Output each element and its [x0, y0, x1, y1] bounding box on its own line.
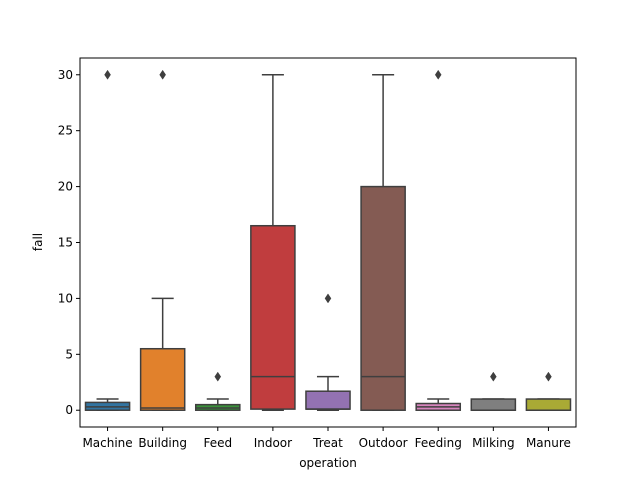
- box-feeding: [415, 69, 462, 411]
- box-iqr: [139, 347, 186, 411]
- box-iqr: [305, 390, 351, 410]
- y-axis-label: fall: [31, 233, 45, 251]
- outlier-point: [545, 371, 552, 382]
- outlier-point: [159, 69, 166, 80]
- y-tick-label: 10: [58, 291, 73, 305]
- y-tick-label: 0: [65, 403, 73, 417]
- box-outdoor: [360, 74, 406, 411]
- y-tick-label: 5: [65, 347, 73, 361]
- y-tick-label: 25: [58, 124, 73, 138]
- outlier-point: [104, 69, 111, 80]
- outlier-point: [434, 69, 442, 80]
- box-machine: [84, 69, 131, 411]
- y-tick-label: 30: [58, 68, 73, 82]
- y-tick-label: 15: [58, 236, 73, 250]
- x-tick-label: Outdoor: [359, 436, 408, 450]
- box-manure: [525, 371, 572, 411]
- outlier-point: [214, 371, 222, 382]
- y-tick-label: 20: [58, 180, 73, 194]
- x-tick-label: Indoor: [254, 436, 292, 450]
- x-tick-label: Milking: [472, 436, 515, 450]
- box-treat: [305, 293, 351, 411]
- box-iqr: [470, 398, 517, 411]
- boxes-layer: [84, 69, 572, 411]
- x-tick-label: Machine: [82, 436, 132, 450]
- box-iqr: [360, 185, 406, 411]
- x-tick-label: Treat: [312, 436, 343, 450]
- x-tick-label: Feed: [203, 436, 232, 450]
- box-feed: [194, 371, 241, 411]
- x-tick-label: Manure: [526, 436, 571, 450]
- box-building: [139, 69, 186, 411]
- box-iqr: [525, 398, 572, 411]
- box-milking: [470, 371, 517, 411]
- outlier-point: [324, 293, 332, 304]
- outlier-point: [490, 371, 497, 382]
- y-axis: 0 5 10 15 20 25 30: [58, 68, 80, 417]
- x-axis-label: operation: [299, 456, 357, 470]
- x-axis: Machine Building Feed Indoor Treat Outdoor Fee…: [82, 427, 571, 450]
- box-iqr: [250, 224, 296, 410]
- x-tick-label: Feeding: [415, 436, 462, 450]
- x-tick-label: Building: [138, 436, 187, 450]
- box-indoor: [250, 74, 296, 411]
